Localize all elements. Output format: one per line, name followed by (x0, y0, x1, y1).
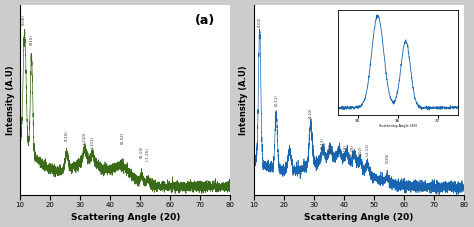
Text: (-2-13): (-2-13) (366, 142, 370, 155)
Text: (0-29): (0-29) (351, 143, 355, 155)
X-axis label: Scattering Angle (20): Scattering Angle (20) (71, 212, 180, 222)
Text: (010): (010) (29, 34, 34, 45)
Text: (0-11): (0-11) (274, 94, 278, 106)
Text: (-311): (-311) (337, 143, 341, 155)
Text: (-210): (-210) (82, 131, 87, 144)
Text: (110): (110) (309, 107, 313, 117)
Y-axis label: Intensity (A.U): Intensity (A.U) (6, 66, 15, 135)
Text: (202): (202) (358, 145, 362, 155)
Text: (0.52): (0.52) (120, 131, 124, 144)
Text: (2-11): (2-11) (321, 137, 325, 149)
Text: (100): (100) (258, 17, 262, 27)
Text: (-311): (-311) (90, 135, 94, 147)
Text: (b): (b) (437, 14, 457, 27)
X-axis label: Scattering Angle (20): Scattering Angle (20) (304, 212, 413, 222)
Text: (a): (a) (195, 14, 215, 27)
Text: (-1-15): (-1-15) (146, 146, 150, 160)
Text: (330): (330) (385, 151, 389, 162)
Y-axis label: Intensity (A.U): Intensity (A.U) (239, 66, 248, 135)
Text: (100): (100) (22, 14, 26, 25)
Text: (0-13): (0-13) (140, 145, 144, 157)
Text: (110): (110) (64, 130, 69, 141)
Text: (-119): (-119) (343, 143, 347, 155)
Text: (020): (020) (328, 142, 332, 152)
